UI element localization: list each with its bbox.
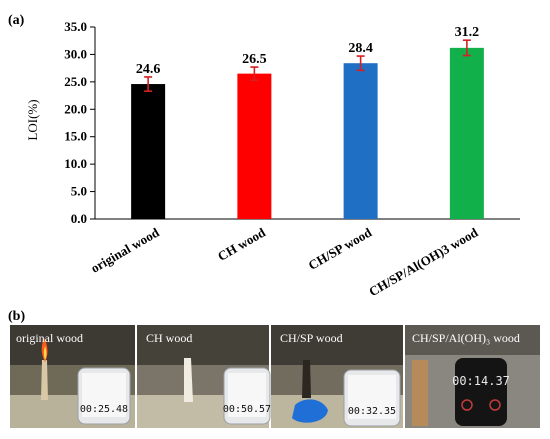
error-bar: [144, 76, 153, 92]
photo-ch-sp-al-wood: CH/SP/Al(OH)₃ wood 00:14.37: [405, 325, 540, 428]
bar: [449, 47, 484, 219]
y-tick-label: 0.0: [71, 211, 87, 226]
y-tick-label: 35.0: [64, 19, 87, 34]
y-tick-label: 30.0: [64, 46, 87, 61]
timer-original-wood: 00:25.48: [80, 404, 128, 415]
error-bar: [462, 39, 471, 57]
y-tick-label: 10.0: [64, 156, 87, 171]
timer-ch-sp-wood: 00:32.35: [348, 406, 396, 417]
data-label: 24.6: [136, 62, 161, 77]
photo-ch-wood: CH wood 00:50.57: [137, 325, 271, 428]
y-tick-label: 20.0: [64, 101, 87, 116]
error-bar: [356, 55, 365, 72]
bar: [131, 84, 166, 220]
y-axis-label: LOI(%): [25, 99, 40, 140]
y-tick-label: 25.0: [64, 74, 87, 89]
timer-ch-wood: 00:50.57: [223, 404, 271, 415]
y-ticks: 0.0 5.0 10.0 15.0 20.0 25.0 30.0 35.0: [64, 19, 95, 226]
category-label: original wood: [88, 224, 162, 275]
bar: [343, 63, 378, 219]
y-tick-label: 5.0: [71, 184, 87, 199]
photo-original-wood: original wood 00:25.48: [10, 325, 135, 428]
bar: [237, 73, 272, 219]
photo-label-ch-sp-al-wood: CH/SP/Al(OH)₃ wood: [412, 331, 520, 345]
bars: 24.6 26.5 28.4 31.2: [131, 25, 484, 220]
photo-ch-sp-wood: CH/SP wood 00:32.35: [271, 325, 403, 428]
category-labels: original wood CH wood CH/SP woodCH/SP/Al(O…: [88, 224, 481, 299]
category-label: CH wood: [215, 224, 269, 264]
category-label: CH/SP wood: [306, 224, 375, 273]
photo-label-original-wood: original wood: [16, 331, 83, 345]
data-label: 26.5: [242, 52, 267, 67]
category-label: CH/SP/Al(OH)3 wood: [366, 224, 481, 299]
timer-ch-sp-al-wood: 00:14.37: [452, 374, 510, 388]
photo-label-ch-wood: CH wood: [146, 331, 192, 345]
photo-label-ch-sp-wood: CH/SP wood: [280, 331, 343, 345]
y-tick-label: 15.0: [64, 129, 87, 144]
error-bar: [250, 66, 259, 82]
panel-a-label: (a): [8, 13, 25, 28]
panel-b-label: (b): [8, 309, 25, 324]
data-label: 31.2: [455, 25, 480, 40]
data-label: 28.4: [348, 41, 373, 56]
